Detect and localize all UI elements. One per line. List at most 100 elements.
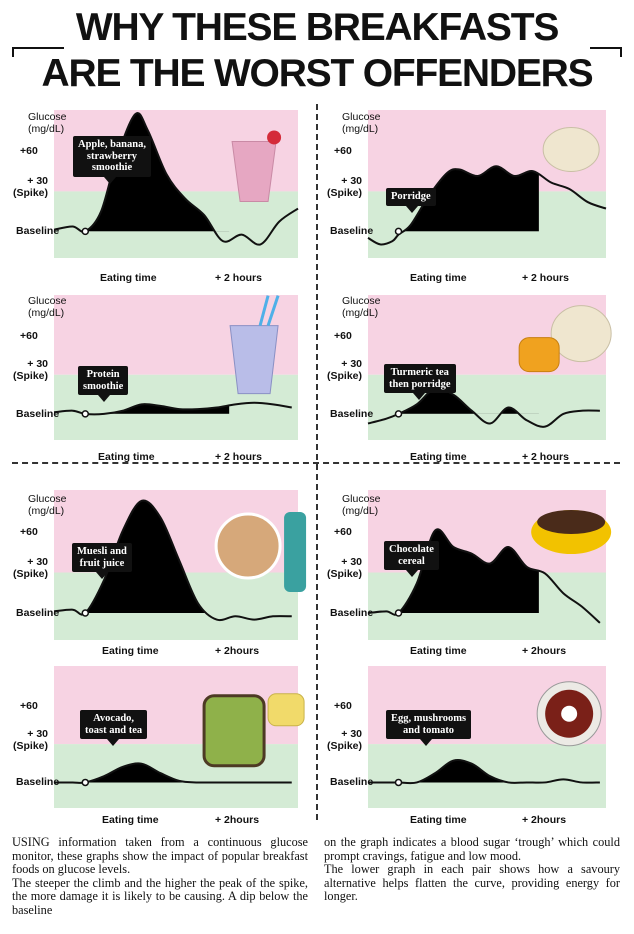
callout-line: then porridge: [389, 378, 451, 390]
title-rule-right-tick: [620, 47, 622, 57]
page-title-line-1: WHY THESE BREAKFASTS: [75, 6, 560, 49]
callout-line: cereal: [398, 555, 425, 567]
y-axis-unit-label: Glucose: [342, 295, 381, 307]
callout-line: Avocado,: [93, 713, 135, 724]
callout-line: Egg, mushrooms: [391, 713, 467, 724]
x-label-eating-time: Eating time: [410, 645, 467, 657]
y-label-plus-30: + 30: [27, 358, 48, 371]
eating-time-point: [394, 410, 403, 418]
y-axis-unit-label: (mg/dL): [28, 123, 65, 135]
x-label-plus-2-hours: + 2hours: [522, 814, 567, 826]
x-label-eating-time: Eating time: [102, 814, 159, 826]
food-callout: Protein smoothie: [78, 366, 129, 402]
x-label-plus-2-hours: + 2 hours: [522, 272, 569, 284]
y-label-plus-60: +60: [20, 526, 38, 538]
normal-zone-band: [54, 191, 298, 258]
food-callout: Chocolate cereal: [384, 541, 439, 577]
callout-line: Porridge: [391, 191, 431, 202]
y-axis-unit-label: (mg/dL): [28, 505, 65, 517]
egg-skillet-icon: [536, 681, 602, 747]
eating-time-point: [81, 410, 90, 418]
eating-time-point: [394, 778, 403, 787]
page-title-line-2: ARE THE WORST OFFENDERS: [41, 52, 594, 95]
y-label-baseline: Baseline: [16, 776, 60, 789]
x-label-eating-time: Eating time: [100, 272, 157, 284]
normal-zone-band: [54, 572, 298, 640]
cereal-bowl-icon: [531, 510, 612, 554]
footer-paragraph: on the graph indicates a blood sugar ‘tr…: [324, 835, 620, 863]
y-label-baseline: Baseline: [16, 607, 60, 619]
y-axis-unit-label: Glucose: [28, 295, 67, 307]
y-label-baseline: Baseline: [16, 407, 60, 420]
muesli-and-juice-icon: [214, 512, 307, 592]
y-label-plus-60: +60: [20, 329, 38, 342]
x-label-plus-2-hours: + 2 hours: [522, 451, 569, 463]
eating-time-point: [81, 227, 90, 236]
eating-time-point: [394, 227, 403, 236]
porridge-bowl-icon: [542, 126, 600, 172]
y-axis-unit-label: (mg/dL): [342, 307, 379, 319]
glucose-spike-area: [88, 404, 230, 414]
tea-and-porridge-icon: [518, 305, 612, 373]
glucose-spike-area: [88, 763, 230, 783]
glucose-spike-area: [401, 760, 539, 783]
normal-zone-band: [368, 744, 606, 808]
food-callout: Avocado, toast and tea: [80, 710, 148, 746]
title-rule-left: [12, 47, 64, 49]
x-label-eating-time: Eating time: [410, 814, 467, 826]
callout-line: toast and tea: [85, 724, 143, 736]
y-label-baseline: Baseline: [330, 225, 374, 238]
title-rule-right: [590, 47, 622, 49]
y-label-plus-60: +60: [20, 699, 38, 712]
eating-time-point: [81, 609, 90, 617]
callout-line: Chocolate: [389, 544, 434, 555]
glucose-curve: [53, 401, 292, 416]
y-label-spike: (Spike): [12, 739, 48, 752]
title-rule-left-tick: [12, 47, 14, 57]
footer-column-left: USING information taken from a continuou…: [12, 835, 308, 918]
eating-time-point: [394, 609, 403, 617]
smoothie-glass-icon: [231, 130, 282, 202]
glucose-curve: [53, 762, 292, 784]
y-label-plus-30: + 30: [341, 358, 362, 371]
y-label-baseline: Baseline: [330, 407, 374, 420]
y-label-plus-60: +60: [334, 329, 352, 342]
y-label-baseline: Baseline: [16, 225, 60, 238]
x-label-plus-2-hours: + 2 hours: [215, 272, 262, 284]
x-label-plus-2-hours: + 2 hours: [215, 451, 262, 463]
glucose-curve: [53, 112, 299, 246]
y-label-plus-60: +60: [20, 145, 38, 158]
glucose-spike-area: [401, 388, 539, 414]
y-label-plus-30: + 30: [341, 555, 362, 568]
y-label-spike: (Spike): [326, 739, 362, 752]
x-label-plus-2-hours: + 2hours: [215, 645, 260, 657]
y-label-spike: (Spike): [12, 186, 48, 199]
spike-zone-band: [368, 110, 606, 192]
y-label-spike: (Spike): [326, 567, 362, 580]
normal-zone-band: [368, 572, 606, 640]
y-label-plus-30: + 30: [341, 727, 362, 740]
y-label-spike: (Spike): [12, 370, 48, 383]
footer-paragraph: USING information taken from a continuou…: [12, 835, 308, 877]
x-label-plus-2-hours: + 2hours: [522, 645, 567, 657]
avocado-toast-icon: [202, 693, 305, 768]
y-label-spike: (Spike): [326, 186, 362, 199]
glucose-curve: [367, 387, 600, 428]
y-label-baseline: Baseline: [330, 776, 374, 789]
callout-line: Turmeric tea: [390, 367, 449, 378]
y-axis-unit-label: Glucose: [28, 111, 67, 123]
footer-paragraph: The steeper the climb and the higher the…: [12, 875, 308, 917]
callout-line: Apple, banana,: [78, 139, 146, 150]
x-label-eating-time: Eating time: [98, 451, 155, 463]
y-label-plus-60: +60: [334, 699, 352, 712]
spike-zone-band: [368, 295, 606, 375]
y-axis-unit-label: (mg/dL): [342, 505, 379, 517]
y-label-plus-60: +60: [334, 526, 352, 538]
x-label-eating-time: Eating time: [410, 451, 467, 463]
y-axis-unit-label: (mg/dL): [342, 123, 379, 135]
header: WHY THESE BREAKFASTS ARE THE WORST OFFEN…: [0, 0, 634, 100]
callout-line: Muesli and: [77, 546, 127, 557]
y-label-plus-30: + 30: [27, 727, 48, 740]
x-label-eating-time: Eating time: [102, 645, 159, 657]
y-axis-unit-label: Glucose: [342, 111, 381, 123]
